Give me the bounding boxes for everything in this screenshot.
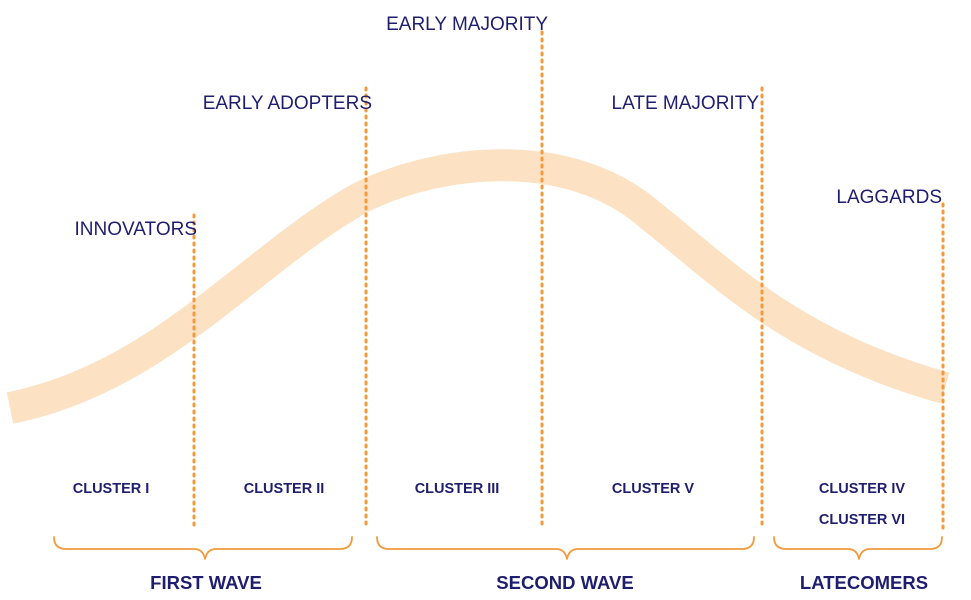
label-first-wave: FIRST WAVE: [150, 572, 262, 593]
label-cluster-4: CLUSTER IV: [819, 481, 906, 497]
label-laggards: LAGGARDS: [836, 187, 942, 208]
label-cluster-3: CLUSTER III: [415, 481, 500, 497]
bracket-latecomers: [773, 536, 943, 560]
bracket-second-wave: [376, 536, 755, 560]
wave-brackets: [53, 536, 943, 560]
label-cluster-1: CLUSTER I: [73, 481, 150, 497]
label-early-majority: EARLY MAJORITY: [386, 14, 548, 35]
segment-dividers: [192, 30, 945, 530]
label-cluster-2: CLUSTER II: [244, 481, 325, 497]
label-late-majority: LATE MAJORITY: [612, 93, 760, 114]
label-cluster-6: CLUSTER VI: [819, 512, 905, 528]
label-innovators: INNOVATORS: [75, 219, 197, 240]
adoption-curve-band: [6, 149, 950, 424]
bracket-first-wave: [53, 536, 353, 560]
label-latecomers: LATECOMERS: [800, 572, 928, 593]
label-cluster-5: CLUSTER V: [612, 481, 695, 497]
label-early-adopters: EARLY ADOPTERS: [203, 93, 372, 114]
label-second-wave: SECOND WAVE: [496, 572, 633, 593]
